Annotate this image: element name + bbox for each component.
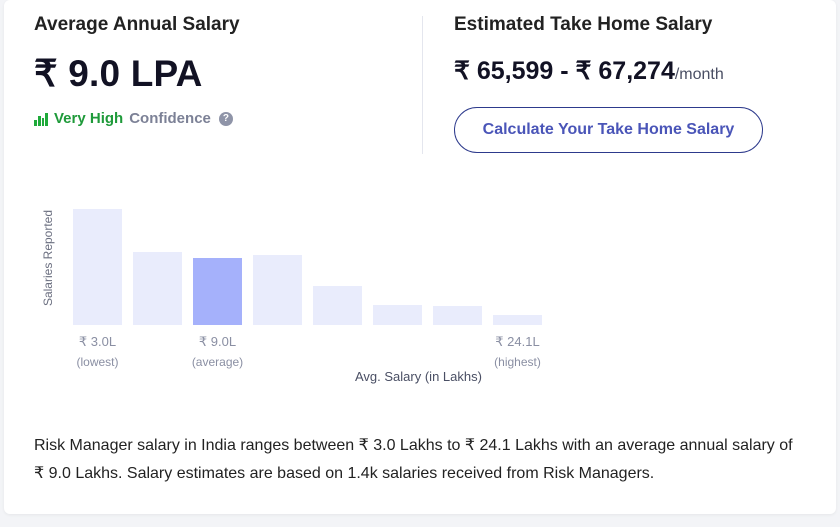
x-tick-value: ₹ 24.1L xyxy=(495,334,540,349)
x-axis-label: Avg. Salary (in Lakhs) xyxy=(355,369,482,384)
y-axis-label: Salaries Reported xyxy=(41,209,55,307)
x-tick-value: ₹ 9.0L xyxy=(198,334,237,349)
histogram-bar xyxy=(493,315,542,325)
take-home-value: ₹ 65,599 - ₹ 67,274/month xyxy=(454,56,724,86)
histogram-bar xyxy=(133,252,182,325)
x-tick-label: ₹ 3.0L (lowest) xyxy=(63,331,132,372)
histogram-bar xyxy=(73,209,122,325)
histogram-bar xyxy=(253,255,302,325)
histogram-bar xyxy=(433,306,482,325)
x-tick-value: ₹ 3.0L xyxy=(78,334,117,349)
salary-distribution-chart: Salaries Reported Avg. Salary (in Lakhs)… xyxy=(4,0,840,400)
calculate-take-home-button[interactable]: Calculate Your Take Home Salary xyxy=(454,107,763,153)
take-home-range: ₹ 65,599 - ₹ 67,274 xyxy=(454,57,675,85)
histogram-bar xyxy=(313,286,362,325)
salary-description: Risk Manager salary in India ranges betw… xyxy=(34,437,793,482)
histogram-bar-average xyxy=(193,258,242,325)
bar-chart-icon xyxy=(34,112,48,126)
confidence-label: Confidence xyxy=(129,110,211,127)
x-tick-label: ₹ 9.0L (average) xyxy=(183,331,252,372)
section-divider xyxy=(422,16,423,154)
x-tick-sub: (lowest) xyxy=(76,355,119,369)
take-home-title: Estimated Take Home Salary xyxy=(454,14,713,35)
x-tick-sub: (average) xyxy=(191,355,244,369)
confidence-level: Very High xyxy=(54,110,124,127)
x-tick-label: ₹ 24.1L (highest) xyxy=(483,331,552,372)
x-tick-sub: (highest) xyxy=(494,355,541,369)
average-salary-value: ₹ 9.0 LPA xyxy=(34,53,203,94)
salary-card: Average Annual Salary ₹ 9.0 LPA Very Hig… xyxy=(4,0,836,514)
histogram-bar xyxy=(373,305,422,325)
take-home-unit: /month xyxy=(674,66,724,83)
average-salary-title: Average Annual Salary xyxy=(34,14,240,35)
question-circle-icon[interactable]: ? xyxy=(218,111,233,126)
confidence-indicator: Very High Confidence ? xyxy=(34,110,233,127)
